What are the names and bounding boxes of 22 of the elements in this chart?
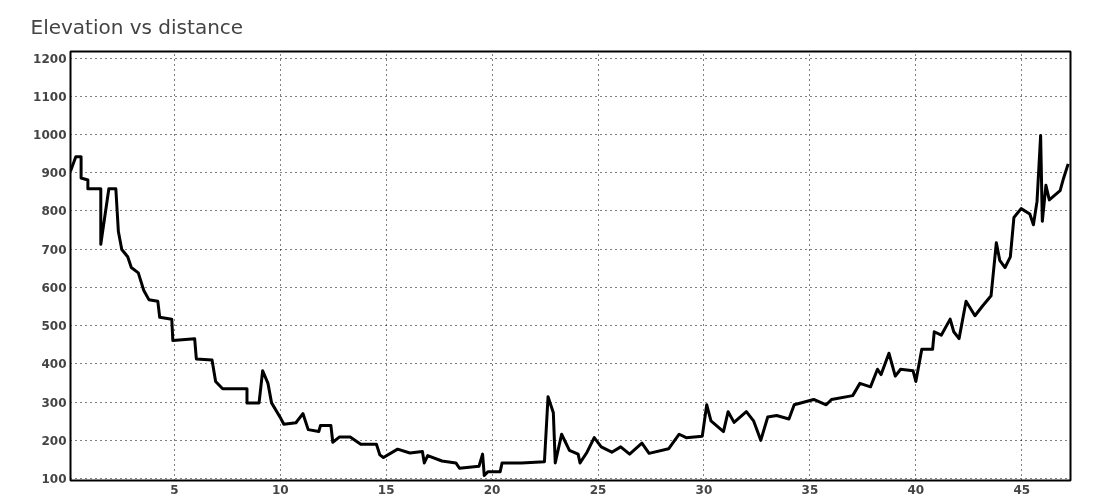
x-tick-label: 30 (695, 482, 713, 497)
y-tick-label: 600 (41, 280, 67, 295)
y-tick-label: 1100 (33, 89, 67, 104)
y-tick-label: 1200 (33, 51, 67, 66)
x-tick-label: 35 (801, 482, 819, 497)
y-tick-label: 800 (41, 204, 67, 219)
y-tick-label: 900 (41, 166, 67, 181)
y-tick-label: 400 (41, 357, 67, 372)
y-tick-label: 1000 (33, 127, 67, 142)
x-tick-label: 20 (483, 482, 501, 497)
x-tick-label: 40 (907, 482, 925, 497)
chart-title: Elevation vs distance (30, 15, 244, 39)
y-tick-label: 300 (41, 395, 67, 410)
x-tick-label: 15 (377, 482, 395, 497)
x-tick-label: 10 (271, 482, 289, 497)
y-tick-label: 700 (41, 242, 67, 257)
x-tick-label: 45 (1013, 482, 1031, 497)
x-tick-label: 25 (589, 482, 607, 497)
y-tick-label: 200 (41, 433, 67, 448)
x-tick-label: 5 (170, 482, 179, 497)
y-tick-label: 100 (41, 472, 67, 487)
y-tick-label: 500 (41, 319, 67, 334)
